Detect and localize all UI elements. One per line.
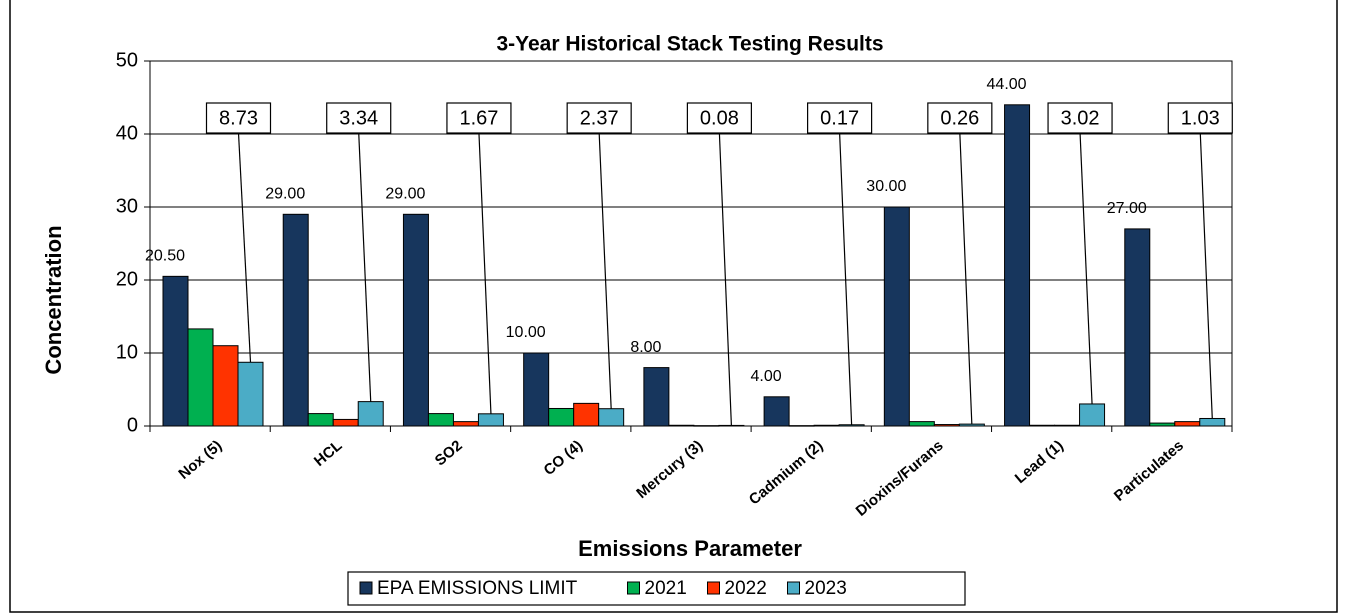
callout-line	[959, 132, 973, 425]
data-label: 0.26	[940, 107, 979, 129]
data-label: 1.03	[1181, 107, 1220, 129]
callout-box	[927, 102, 993, 134]
legend-label: EPA EMISSIONS LIMIT	[377, 578, 578, 599]
data-label: 8.00	[630, 339, 661, 356]
callout-box	[566, 102, 632, 134]
chart-frame	[9, 0, 1338, 613]
legend-swatch	[627, 581, 640, 595]
bar	[1004, 104, 1031, 427]
data-label: 10.00	[506, 324, 546, 341]
bar	[668, 424, 695, 427]
data-label: 30.00	[866, 178, 906, 195]
bar	[573, 402, 600, 427]
bar	[548, 407, 575, 427]
callout-line	[839, 132, 853, 425]
bar	[788, 425, 815, 427]
callout-box	[686, 102, 752, 134]
data-label: 3.02	[1061, 107, 1100, 129]
bar	[212, 345, 239, 427]
bar	[1174, 421, 1201, 427]
legend-label: 2021	[645, 578, 687, 599]
bar	[1029, 424, 1056, 427]
bar	[933, 424, 960, 427]
data-label: 4.00	[751, 368, 782, 385]
data-label: 3.34	[339, 107, 378, 129]
bar	[838, 424, 865, 427]
callout-box	[1047, 102, 1113, 134]
callout-line	[1079, 132, 1093, 404]
legend-swatch	[359, 581, 373, 595]
bar	[332, 418, 359, 427]
bar	[282, 213, 309, 427]
callout-line	[358, 132, 372, 402]
bar	[1054, 424, 1081, 427]
y-tick-label: 20	[116, 268, 138, 290]
callout-line	[237, 132, 252, 363]
bar	[958, 423, 985, 427]
y-axis-label: Concentration	[41, 225, 66, 374]
data-label: 0.17	[820, 107, 859, 129]
bar	[643, 367, 670, 427]
y-tick-label: 0	[127, 414, 138, 436]
x-axis-label: Emissions Parameter	[578, 536, 802, 561]
bar	[1149, 422, 1176, 427]
callout-line	[598, 132, 612, 409]
bar	[813, 424, 840, 427]
callout-line	[1199, 132, 1213, 419]
bar	[477, 413, 504, 427]
y-tick-label: 30	[116, 195, 138, 217]
bar	[598, 408, 625, 427]
bar	[1199, 417, 1226, 427]
bar	[402, 213, 429, 427]
bar	[452, 421, 479, 427]
data-label: 44.00	[987, 76, 1027, 93]
legend-label: 2022	[725, 578, 767, 599]
bar	[718, 424, 745, 427]
data-label: 0.08	[700, 107, 739, 129]
bar	[162, 275, 189, 427]
bar	[523, 352, 550, 427]
callout-box	[326, 102, 392, 134]
bar	[908, 421, 935, 427]
bar	[693, 425, 720, 427]
legend-swatch	[787, 581, 800, 595]
legend-box	[347, 571, 966, 606]
chart-title: 3-Year Historical Stack Testing Results	[496, 33, 883, 56]
bar	[427, 413, 454, 427]
legend-swatch	[707, 581, 720, 595]
legend-label: 2023	[805, 578, 847, 599]
y-tick-label: 40	[116, 122, 138, 144]
callout-line	[718, 132, 732, 426]
callout-box	[1167, 102, 1233, 134]
data-label: 8.73	[219, 107, 258, 129]
callout-box	[205, 102, 272, 134]
bar	[357, 401, 384, 427]
data-label: 29.00	[385, 186, 425, 203]
bar	[883, 206, 910, 427]
data-label: 29.00	[265, 186, 305, 203]
data-label: 20.50	[145, 248, 185, 265]
callout-line	[478, 132, 492, 414]
bar	[187, 328, 214, 427]
bar	[1079, 403, 1106, 427]
bar	[1124, 228, 1151, 427]
y-tick-label: 10	[116, 341, 138, 363]
data-label: 1.67	[459, 107, 498, 129]
bar	[307, 413, 334, 427]
callout-box	[807, 102, 873, 134]
data-label: 27.00	[1107, 200, 1147, 217]
callout-box	[446, 102, 512, 134]
bar	[237, 361, 264, 427]
bar	[763, 396, 790, 427]
data-label: 2.37	[580, 107, 619, 129]
y-tick-label: 50	[116, 49, 138, 71]
